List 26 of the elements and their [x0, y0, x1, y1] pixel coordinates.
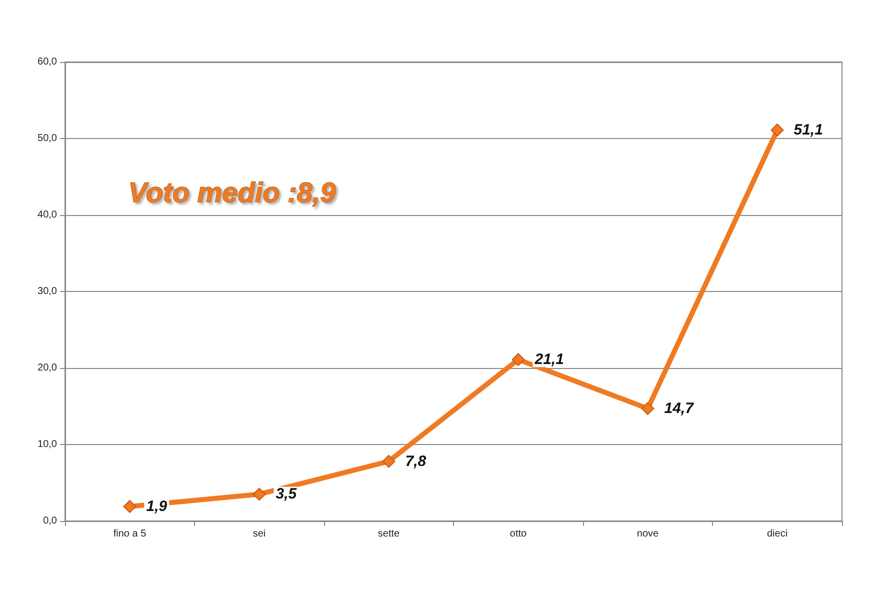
y-tick-label: 40,0: [38, 210, 58, 220]
x-tick-label: otto: [510, 528, 528, 540]
point: [641, 402, 654, 416]
data-label: 7,8: [405, 452, 427, 470]
data-label: 1,9: [146, 498, 168, 515]
y-tick-label: 10,0: [38, 439, 58, 450]
x-tick-label: sette: [378, 528, 400, 540]
data-label: 14,7: [664, 400, 694, 418]
y-tick-label: 60,0: [38, 56, 58, 68]
point: [252, 488, 266, 501]
data-label: 51,1: [794, 122, 823, 139]
x-tick-label: fino a 5: [113, 528, 147, 540]
point: [123, 500, 136, 513]
y-tick-label: 50,0: [38, 133, 58, 144]
point: [770, 124, 784, 137]
y-tick-label: 0,0: [43, 516, 58, 526]
point: [512, 353, 525, 366]
data-label: 21,1: [534, 351, 564, 368]
y-tick-label: 30,0: [38, 286, 58, 297]
x-tick-label: dieci: [766, 528, 788, 540]
annotation: Voto medio :8,9: [128, 176, 336, 208]
x-tick-label: sei: [252, 528, 266, 540]
x-tick-label: nove: [636, 528, 660, 540]
y-tick-label: 20,0: [38, 362, 58, 374]
point: [382, 454, 396, 468]
data-label: 3,5: [276, 486, 298, 503]
